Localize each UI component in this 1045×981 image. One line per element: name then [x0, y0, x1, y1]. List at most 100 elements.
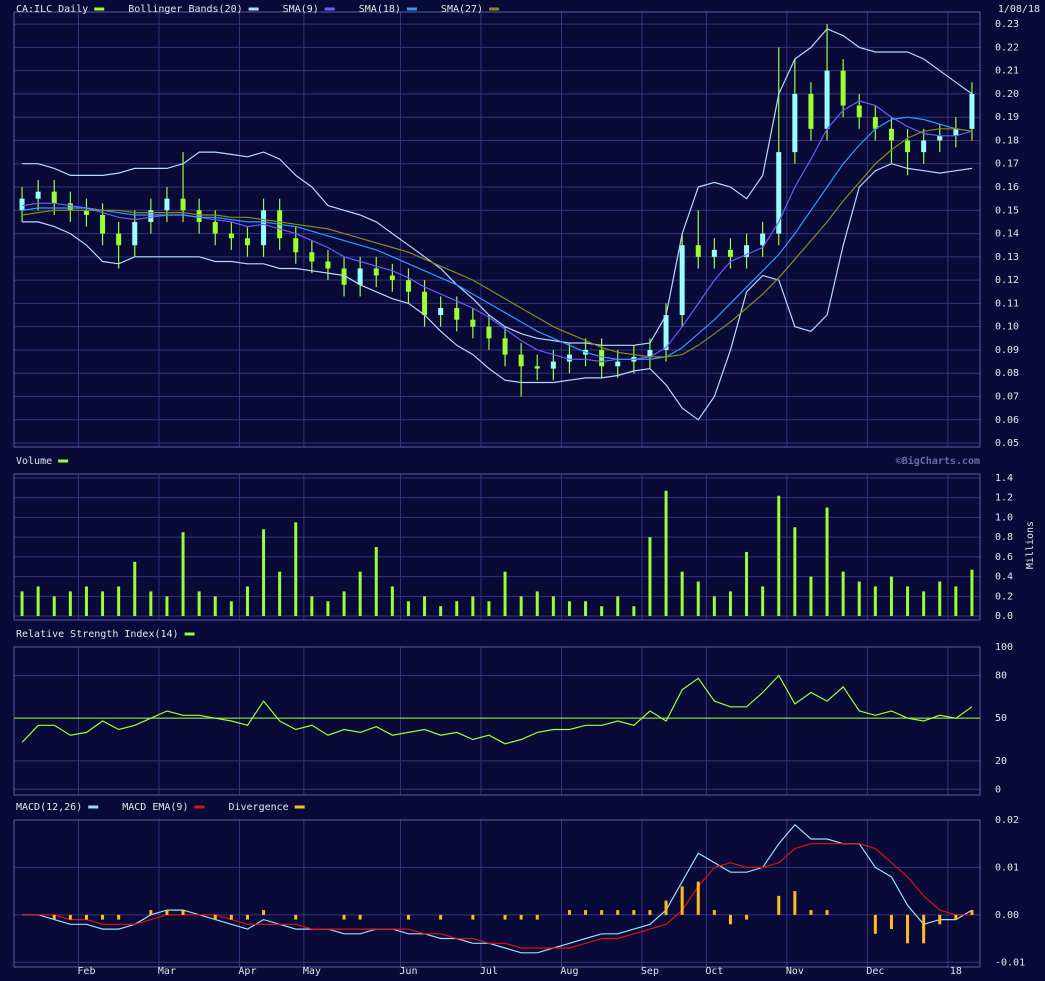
price-body [888, 128, 894, 141]
bar [809, 910, 813, 915]
bar [439, 914, 443, 920]
price-body [840, 70, 846, 106]
price-body [711, 249, 717, 257]
bar [52, 596, 56, 617]
x-tick-label: May [303, 966, 321, 977]
legend-swatch [58, 459, 69, 463]
bar [503, 571, 507, 617]
bar [181, 532, 185, 617]
x-tick-label: Aug [560, 966, 578, 977]
bar [712, 596, 716, 617]
watermark: ©BigCharts.com [896, 455, 980, 467]
price-body [116, 233, 122, 246]
x-tick-label: Apr [238, 966, 256, 977]
bar [181, 910, 185, 915]
y-tick-label: 0.13 [995, 252, 1019, 263]
bar [857, 581, 861, 617]
legend-swatch [88, 805, 99, 809]
bar [101, 591, 105, 617]
y-tick-label: 0.23 [995, 19, 1019, 30]
series-line [22, 116, 973, 360]
price-body [953, 128, 959, 136]
bar [36, 586, 40, 617]
price-body [67, 203, 73, 211]
bar [423, 596, 427, 617]
bar [487, 601, 491, 617]
bar [117, 586, 121, 617]
y-tick-label: 0.09 [995, 345, 1019, 356]
price-body [872, 117, 878, 129]
y-tick-label: 50 [995, 713, 1007, 724]
bar [519, 596, 523, 617]
bar [632, 910, 636, 915]
bar [406, 601, 410, 617]
bar [600, 606, 604, 617]
bar [648, 537, 652, 617]
y-tick-label: 0.20 [995, 89, 1019, 100]
bar [439, 606, 443, 617]
bar [84, 586, 88, 617]
y-tick-label: 0.08 [995, 368, 1019, 379]
price-body [969, 93, 975, 129]
price-body [856, 105, 862, 118]
price-body [679, 245, 685, 316]
bar [728, 591, 732, 617]
y-tick-label: 0.06 [995, 415, 1019, 426]
y-axis-label: Millions [1025, 521, 1036, 569]
bar [326, 601, 330, 617]
bar [584, 910, 588, 915]
y-tick-label: 0.01 [995, 862, 1019, 873]
price-body [808, 93, 814, 129]
bar [165, 910, 169, 915]
y-tick-label: 0.05 [995, 438, 1019, 449]
price-body [744, 245, 750, 257]
bar [664, 490, 668, 617]
series-line [22, 823, 973, 954]
panel-frame [13, 473, 981, 621]
y-tick-label: 1.0 [995, 512, 1013, 523]
bar [906, 914, 910, 944]
y-tick-label: 0.6 [995, 552, 1013, 563]
bar [761, 586, 765, 617]
price-body [35, 191, 41, 199]
bar [793, 891, 797, 915]
price-body [599, 349, 605, 367]
bar [551, 596, 555, 617]
bar [245, 586, 249, 617]
price-body [921, 140, 927, 153]
price-body [615, 361, 621, 367]
bar [342, 914, 346, 920]
legend-swatch [94, 7, 105, 11]
y-tick-label: 0.16 [995, 182, 1019, 193]
price-body [196, 210, 202, 222]
bar [600, 910, 604, 915]
y-tick-label: 80 [995, 670, 1007, 681]
y-tick-label: 0.2 [995, 591, 1013, 602]
legend-swatch [324, 7, 335, 11]
price-body [695, 245, 701, 257]
y-tick-label: 20 [995, 756, 1007, 767]
price-body [212, 221, 218, 234]
bar [970, 569, 974, 617]
legend-swatch [248, 7, 259, 11]
y-tick-label: 100 [995, 642, 1013, 653]
bar [825, 507, 829, 617]
legend-swatch [194, 805, 205, 809]
y-tick-label: 0.11 [995, 298, 1019, 309]
y-tick-label: -0.01 [995, 957, 1025, 968]
bar [68, 914, 72, 920]
bar [406, 914, 410, 920]
y-tick-label: 0.14 [995, 229, 1019, 240]
bar [954, 586, 958, 617]
bar [52, 914, 56, 920]
bar [197, 591, 201, 617]
price-body [309, 252, 315, 262]
price-body [502, 338, 508, 355]
y-tick-label: 0.22 [995, 42, 1019, 53]
bar [471, 596, 475, 617]
bar [680, 571, 684, 617]
x-tick-label: Nov [786, 966, 804, 977]
bar [938, 581, 942, 617]
y-tick-label: 0 [995, 784, 1001, 795]
